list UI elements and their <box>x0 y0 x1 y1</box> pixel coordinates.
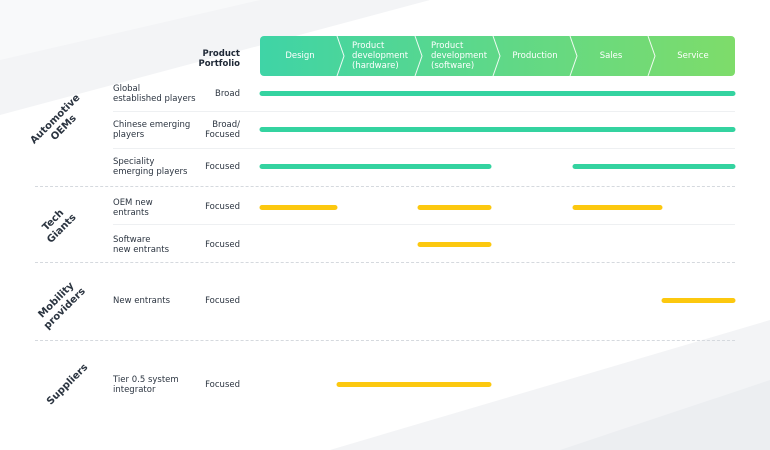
row-label-mobility-new-entrants: New entrants <box>113 296 171 306</box>
row-label-speciality-emerging-players: Speciality emerging players <box>113 157 188 177</box>
row-label-chinese-emerging-players: Chinese emerging players <box>113 120 191 140</box>
product-portfolio-header: Product Portfolio <box>198 49 240 69</box>
row-portfolio-mobility-new-entrants: Focused <box>205 296 240 306</box>
stage-service: Service <box>677 51 709 61</box>
group-separator <box>35 262 735 263</box>
group-separator <box>35 186 735 187</box>
value-chain-header <box>260 36 735 76</box>
row-label-software-new-entrants: Software new entrants <box>113 235 170 255</box>
row-portfolio-software-new-entrants: Focused <box>205 240 240 250</box>
stage-production: Production <box>512 51 558 61</box>
row-separator <box>113 148 735 149</box>
stage-product-development-software: Product development (software) <box>431 41 488 71</box>
row-label-global-established-players: Global established players <box>113 84 196 104</box>
stage-product-development-hardware: Product development (hardware) <box>352 41 409 71</box>
row-portfolio-global-established-players: Broad <box>215 89 240 99</box>
row-separator <box>113 111 735 112</box>
row-label-tier-0-5-system-integrator: Tier 0.5 system integrator <box>113 375 179 395</box>
row-portfolio-speciality-emerging-players: Focused <box>205 162 240 172</box>
row-portfolio-oem-new-entrants: Focused <box>205 202 240 212</box>
group-separator <box>35 340 735 341</box>
stage-design: Design <box>285 51 315 61</box>
row-portfolio-tier-0-5-system-integrator: Focused <box>205 380 240 390</box>
stage-sales: Sales <box>599 51 623 61</box>
row-separator <box>113 224 735 225</box>
row-portfolio-chinese-emerging-players: Broad/ Focused <box>205 120 240 140</box>
row-label-oem-new-entrants: OEM new entrants <box>113 198 153 218</box>
